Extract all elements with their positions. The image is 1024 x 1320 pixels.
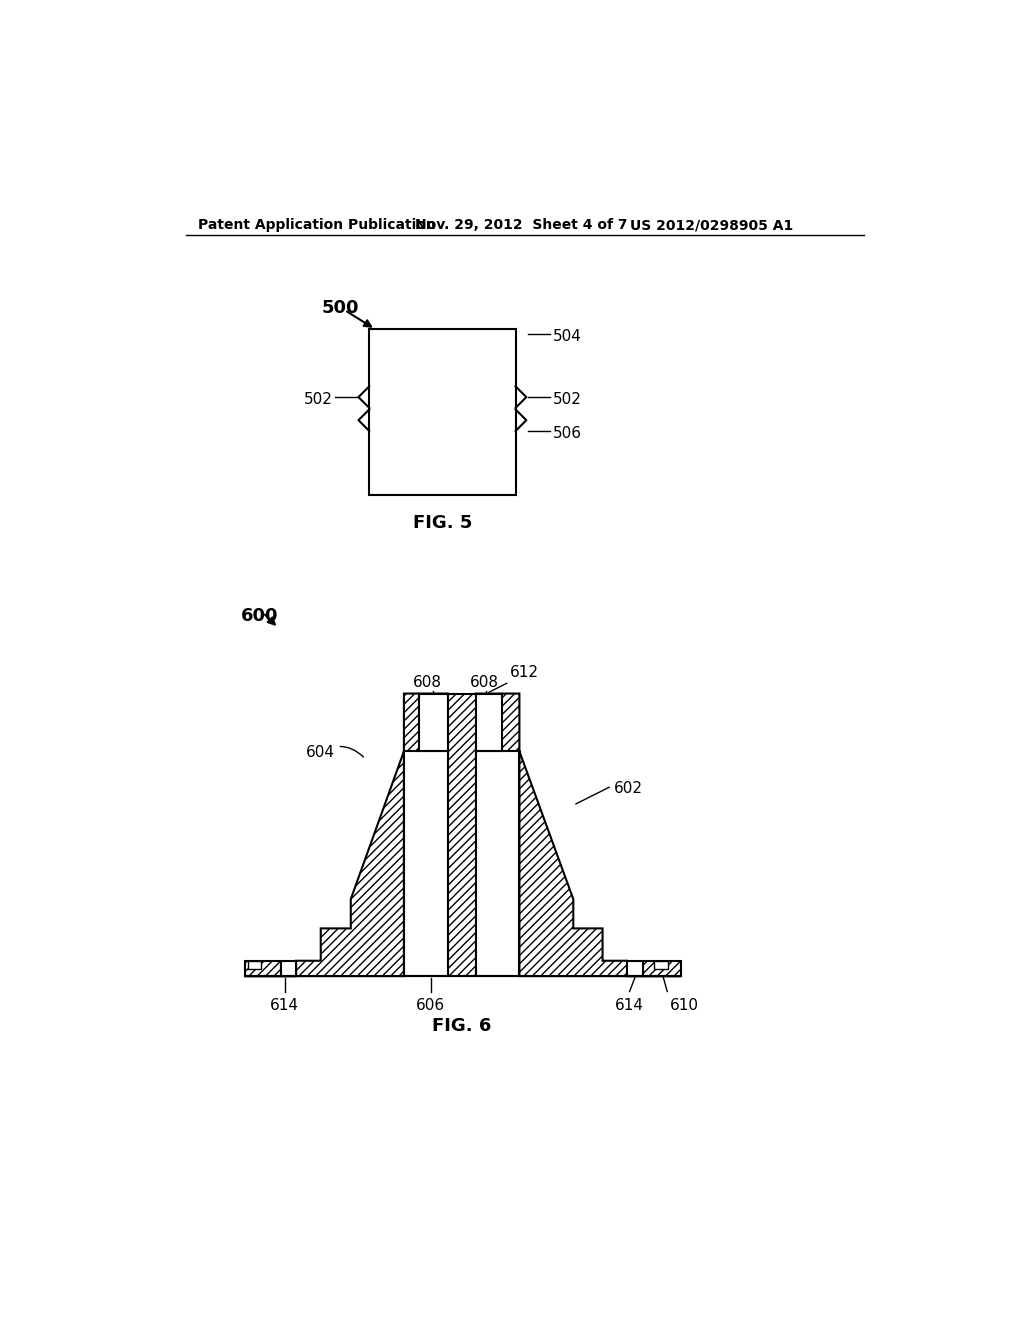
Polygon shape	[643, 961, 681, 977]
Polygon shape	[475, 693, 681, 977]
Text: 606: 606	[417, 998, 445, 1012]
Polygon shape	[249, 961, 261, 969]
Text: FIG. 5: FIG. 5	[413, 515, 472, 532]
Polygon shape	[245, 961, 281, 977]
Text: 504: 504	[553, 330, 582, 345]
Polygon shape	[403, 751, 447, 977]
Text: 608: 608	[413, 675, 441, 689]
Polygon shape	[475, 693, 502, 751]
Text: 608: 608	[470, 675, 500, 689]
Text: 614: 614	[615, 998, 644, 1012]
Text: 500: 500	[322, 298, 359, 317]
Text: 604: 604	[305, 744, 364, 760]
Polygon shape	[281, 961, 296, 977]
Text: 612: 612	[509, 665, 539, 681]
Bar	[370, 330, 515, 495]
Text: 600: 600	[241, 607, 279, 626]
Text: 602: 602	[614, 780, 643, 796]
Text: FIG. 6: FIG. 6	[432, 1016, 492, 1035]
Polygon shape	[245, 693, 447, 977]
Text: US 2012/0298905 A1: US 2012/0298905 A1	[630, 218, 793, 232]
Text: 502: 502	[553, 392, 582, 408]
Text: 506: 506	[553, 426, 582, 441]
Text: Nov. 29, 2012  Sheet 4 of 7: Nov. 29, 2012 Sheet 4 of 7	[416, 218, 628, 232]
Text: 610: 610	[670, 998, 698, 1012]
Polygon shape	[475, 751, 519, 977]
Text: Patent Application Publication: Patent Application Publication	[199, 218, 436, 232]
Polygon shape	[419, 693, 447, 751]
Polygon shape	[447, 693, 475, 977]
Polygon shape	[654, 961, 668, 969]
Text: 614: 614	[270, 998, 299, 1012]
Text: 502: 502	[303, 392, 333, 408]
Polygon shape	[628, 961, 643, 977]
